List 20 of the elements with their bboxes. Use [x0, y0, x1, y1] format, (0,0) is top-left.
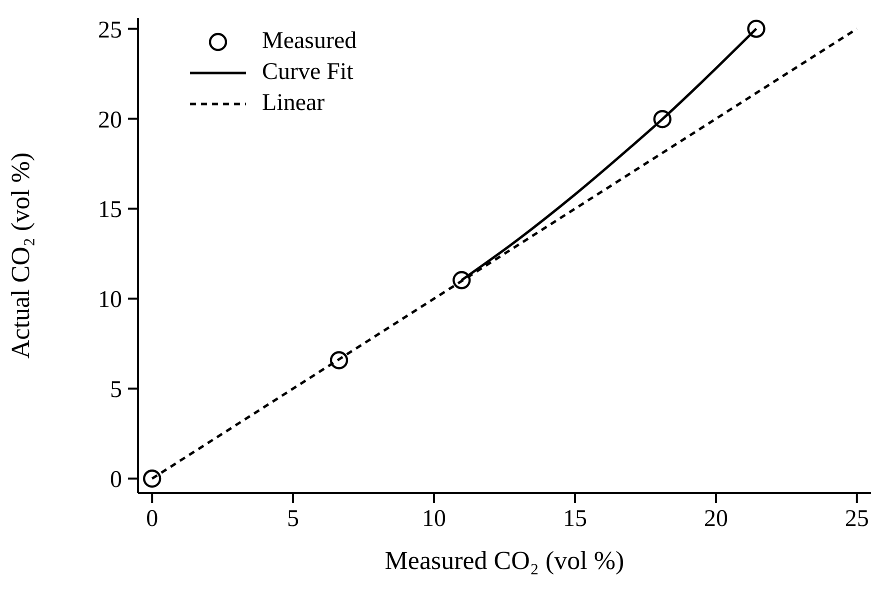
y-tick-label: 25: [98, 17, 122, 44]
x-tick-label: 10: [422, 506, 446, 532]
y-tick-label: 15: [98, 197, 122, 224]
y-tick-label: 20: [98, 107, 122, 134]
legend-label: Curve Fit: [262, 58, 354, 87]
legend-label: Measured: [262, 27, 357, 56]
y-tick-label: 0: [110, 467, 122, 494]
y-tick-label: 5: [110, 377, 122, 404]
point: [330, 351, 348, 370]
point: [142, 470, 162, 488]
y-axis-title: Actual CO₂ (vol %): [6, 152, 36, 359]
point: [747, 20, 766, 38]
x-tick-label: 25: [844, 506, 869, 532]
y-tick-label: 10: [98, 287, 122, 314]
legend-label: Linear: [262, 89, 325, 118]
x-tick-label: 20: [704, 506, 728, 532]
x-axis-title: Measured CO₂ (vol %): [384, 546, 624, 575]
x-tick-label: 0: [146, 506, 158, 532]
x-tick-label: 5: [287, 506, 300, 532]
x-tick-label: 15: [562, 506, 587, 532]
